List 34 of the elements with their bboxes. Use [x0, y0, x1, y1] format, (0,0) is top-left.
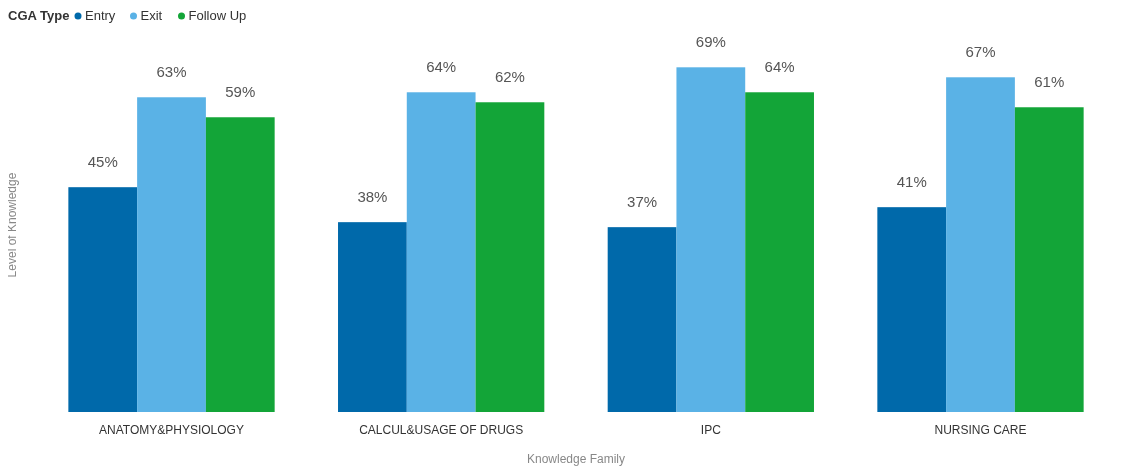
y-axis-title: Level of Knowledge	[5, 172, 19, 278]
data-label: 37%	[627, 193, 658, 211]
legend-label: Exit	[140, 8, 163, 23]
bar	[475, 102, 545, 412]
bar	[676, 67, 746, 412]
data-label: 69%	[695, 33, 726, 51]
data-label: 59%	[225, 83, 256, 101]
data-label: 64%	[764, 58, 795, 76]
bar	[338, 222, 407, 412]
legend-label: Follow Up	[188, 8, 247, 23]
data-label: 61%	[1034, 73, 1065, 91]
bar	[1014, 107, 1084, 412]
bar	[877, 207, 947, 412]
data-label: 38%	[357, 188, 388, 206]
bar	[406, 92, 476, 412]
legend-label: Entry	[85, 8, 116, 23]
x-tick-label: IPC	[700, 423, 722, 437]
data-label: 45%	[87, 153, 118, 171]
bar	[607, 227, 677, 412]
data-label: 63%	[156, 63, 187, 81]
bar	[946, 77, 1015, 412]
data-label: 67%	[965, 43, 996, 61]
bar	[68, 187, 138, 412]
legend-title: CGA Type	[8, 8, 70, 23]
x-tick-label: CALCUL&USAGE OF DRUGS	[359, 423, 524, 437]
bar	[745, 92, 814, 412]
data-label: 41%	[896, 173, 927, 191]
data-label: 62%	[494, 68, 525, 86]
bar	[137, 97, 206, 412]
data-label: 64%	[426, 58, 457, 76]
bar	[205, 117, 275, 412]
x-tick-label: ANATOMY&PHYSIOLOGY	[99, 423, 244, 437]
x-tick-label: NURSING CARE	[934, 423, 1027, 437]
x-axis-title: Knowledge Family	[526, 452, 626, 466]
